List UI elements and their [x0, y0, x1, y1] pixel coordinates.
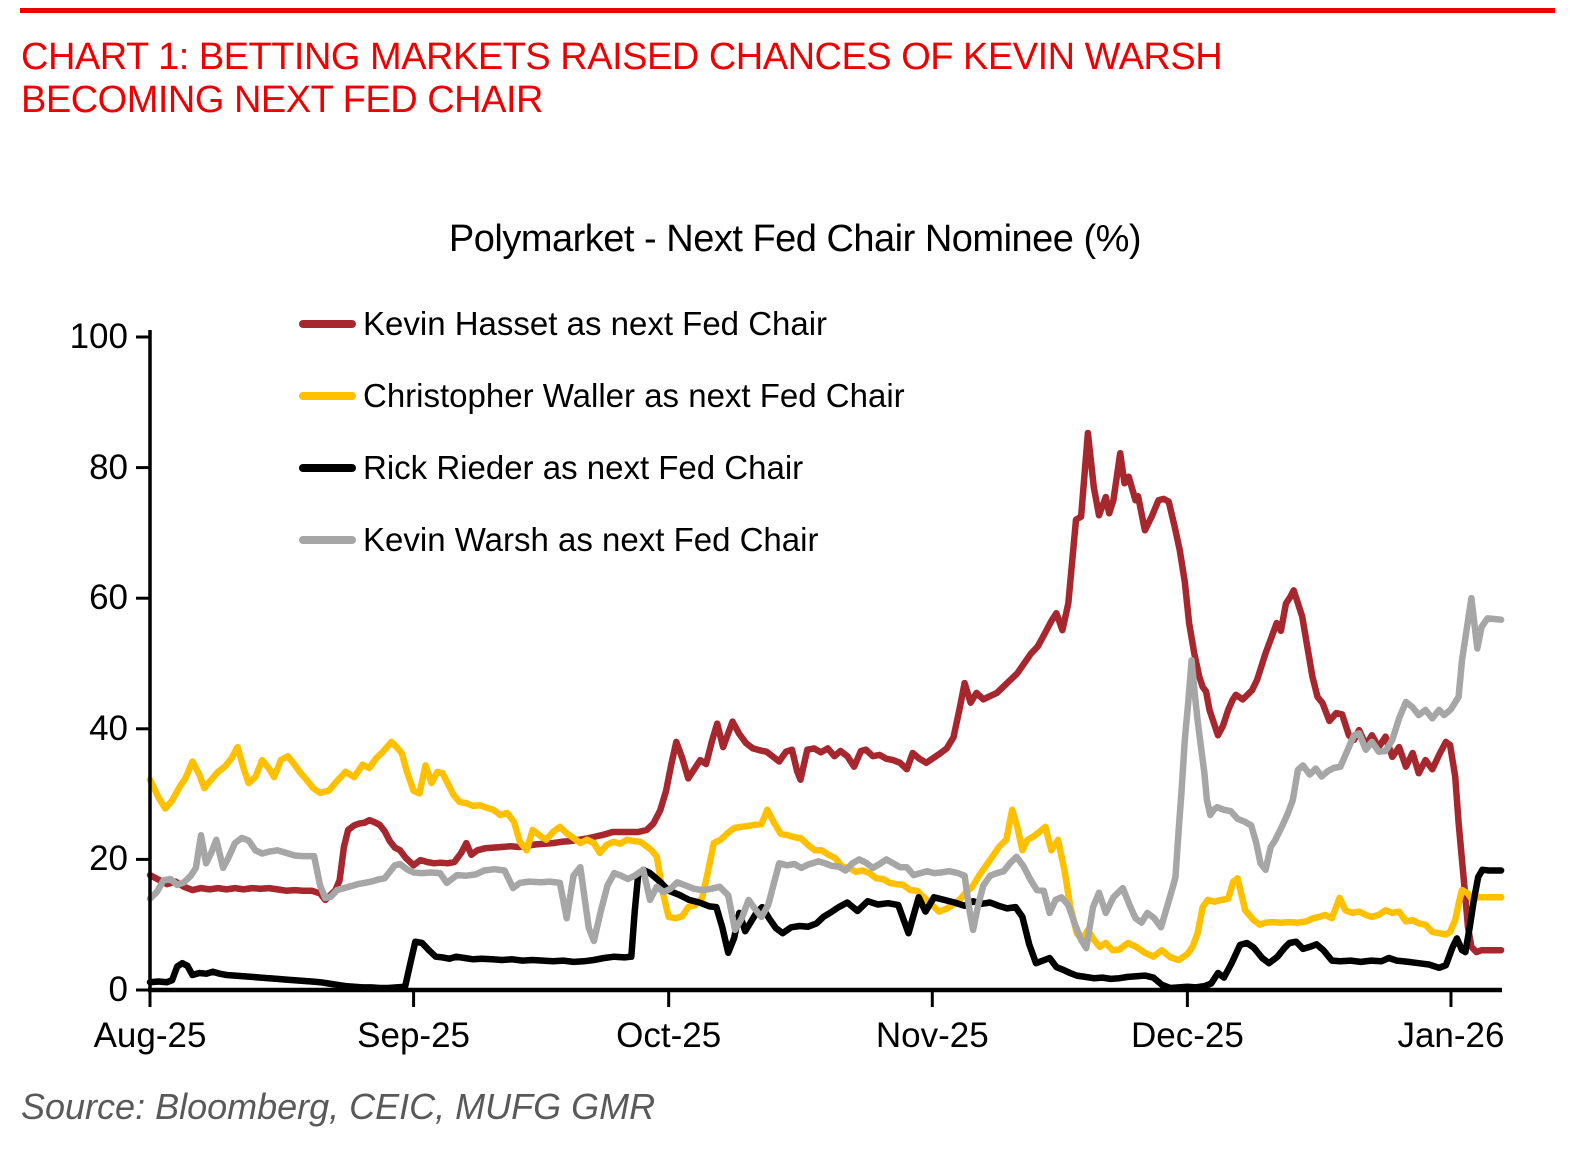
chart-title: Polymarket - Next Fed Chair Nominee (%): [448, 218, 1142, 260]
y-axis-tick-label: 40: [89, 708, 128, 748]
legend-line-swatch: [299, 464, 356, 472]
legend-item: Christopher Waller as next Fed Chair: [299, 360, 905, 432]
legend-label: Rick Rieder as next Fed Chair: [363, 449, 804, 486]
x-axis-tick-label: Sep-25: [357, 1016, 471, 1055]
series-line-3: [146, 866, 1505, 992]
series-line-4: [146, 594, 1505, 952]
legend-item: Kevin Hasset as next Fed Chair: [299, 288, 905, 360]
x-axis-tick-label: Oct-25: [616, 1016, 722, 1055]
x-axis-tick-label: Nov-25: [875, 1016, 989, 1055]
legend-label: Kevin Warsh as next Fed Chair: [363, 521, 819, 558]
legend-item: Rick Rieder as next Fed Chair: [299, 432, 905, 504]
legend-label: Christopher Waller as next Fed Chair: [363, 377, 905, 414]
chart-legend: Kevin Hasset as next Fed Chair Christoph…: [299, 288, 905, 576]
y-axis-tick-label: 80: [89, 447, 128, 487]
x-axis-tick-label: Jan-26: [1397, 1016, 1505, 1055]
y-axis-tick-label: 20: [89, 839, 128, 879]
x-axis-tick-label: Aug-25: [93, 1016, 207, 1055]
source-note: Source: Bloomberg, CEIC, MUFG GMR: [21, 1086, 656, 1127]
legend-line-swatch: [299, 392, 356, 400]
legend-line-swatch: [299, 536, 356, 544]
y-axis-tick-label: 0: [108, 970, 128, 1009]
series-line-2: [146, 738, 1505, 964]
document-title: CHART 1: BETTING MARKETS RAISED CHANCES …: [21, 36, 1551, 122]
legend-label: Kevin Hasset as next Fed Chair: [363, 305, 828, 342]
x-axis-tick-label: Dec-25: [1130, 1016, 1244, 1055]
legend-line-swatch: [299, 320, 356, 328]
document-title-line2: BECOMING NEXT FED CHAIR: [21, 79, 543, 121]
header-rule: [20, 8, 1555, 13]
y-axis-tick-label: 60: [89, 578, 128, 618]
document-title-line1: CHART 1: BETTING MARKETS RAISED CHANCES …: [21, 36, 1223, 78]
series-line-1: [146, 429, 1505, 956]
y-axis-tick-label: 100: [69, 317, 128, 356]
legend-item: Kevin Warsh as next Fed Chair: [299, 504, 905, 576]
